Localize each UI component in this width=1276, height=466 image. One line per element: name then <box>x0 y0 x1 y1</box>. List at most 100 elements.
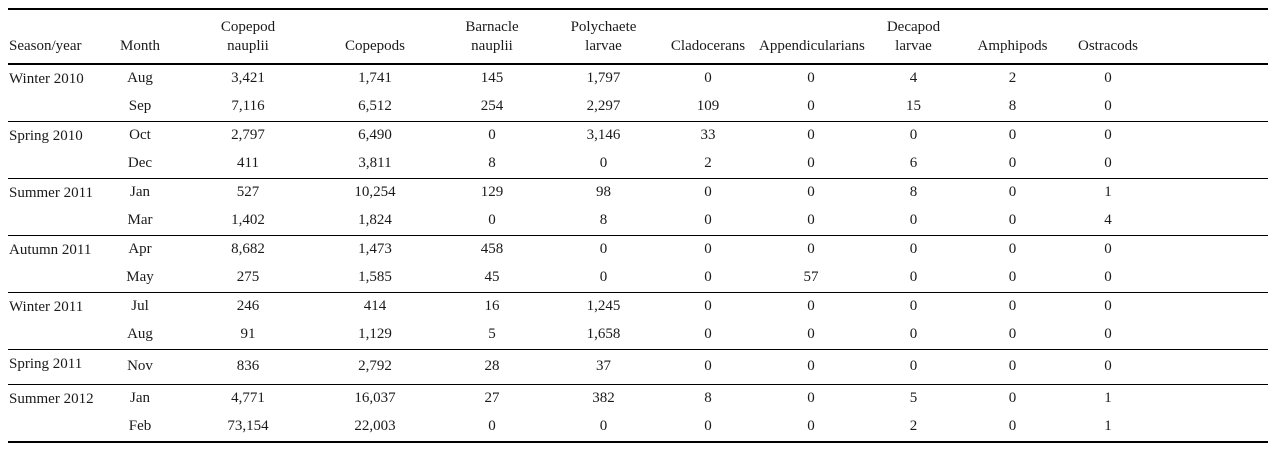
value-cell: 0 <box>863 348 964 384</box>
value-cell: 109 <box>696 98 720 115</box>
value-cell: 0 <box>759 383 863 413</box>
value-cell: 527 <box>180 177 316 207</box>
value-cell: 0 <box>434 120 550 150</box>
month-cell: Dec <box>127 155 153 172</box>
value-cell: 45 <box>484 269 500 286</box>
value-cell: 0 <box>657 348 759 384</box>
value-cell: 0 <box>599 418 608 435</box>
value-cell: 2,797 <box>180 120 316 150</box>
value-cell: 0 <box>807 326 815 343</box>
month-cell: Jan <box>100 177 180 207</box>
table-row: Spring 2011 Nov 836 2,792 28 37 0 0 0 0 0 <box>8 348 1268 384</box>
value-cell: 5 <box>488 326 496 343</box>
value-cell: 414 <box>316 291 434 321</box>
value-cell: 0 <box>807 98 815 115</box>
value-cell: 0 <box>759 348 863 384</box>
value-cell: 2 <box>964 63 1061 93</box>
value-cell: 6 <box>909 155 918 172</box>
value-cell: 1,658 <box>586 326 621 343</box>
value-cell: 129 <box>434 177 550 207</box>
value-cell: 0 <box>599 155 608 172</box>
value-cell: 0 <box>964 383 1061 413</box>
value-cell: 0 <box>704 269 712 286</box>
column-header-ostracods: Ostracods <box>1061 9 1268 65</box>
table-header: Season/year Month Copepod nauplii Copepo… <box>8 9 1268 65</box>
value-cell: 73,154 <box>227 418 269 435</box>
value-cell: 0 <box>599 269 608 286</box>
value-cell: 10,254 <box>316 177 434 207</box>
month-cell: Jan <box>100 383 180 413</box>
value-cell: 8,682 <box>180 234 316 264</box>
value-cell: 145 <box>434 63 550 93</box>
value-cell: 0 <box>550 234 657 264</box>
zooplankton-abundance-table-wrap: Season/year Month Copepod nauplii Copepo… <box>8 8 1268 443</box>
column-header-season-year: Season/year <box>8 9 100 65</box>
zooplankton-abundance-table: Season/year Month Copepod nauplii Copepo… <box>8 8 1268 443</box>
table-row: Summer 2011 Jan 527 10,254 129 98 0 0 8 0 1 <box>8 177 1268 235</box>
table-row: Autumn 2011 Apr 8,682 1,473 458 0 0 0 0 0 0 <box>8 234 1268 292</box>
column-header-polychaete-larvae: Polychaete larvae <box>550 9 657 65</box>
value-cell: 98 <box>550 177 657 207</box>
value-cell: 4 <box>1104 212 1112 229</box>
value-cell: 0 <box>1008 418 1017 435</box>
value-cell: 0 <box>759 291 863 321</box>
table-row: Aug 91 1,129 5 1,658 0 0 0 0 0 <box>8 321 1268 350</box>
value-cell: 0 <box>807 155 815 172</box>
value-cell: 2 <box>704 155 712 172</box>
month-cell: Feb <box>128 418 152 435</box>
month-cell: Nov <box>100 348 180 384</box>
season-cell: Spring 2011 <box>8 348 100 384</box>
value-cell: 0 <box>863 291 964 321</box>
value-cell: 0 <box>759 120 863 150</box>
value-cell: 1 <box>1061 177 1268 207</box>
table-row: Feb 73,154 22,003 0 0 0 0 2 0 1 <box>8 413 1268 442</box>
value-cell: 0 <box>704 212 712 229</box>
value-cell: 1,797 <box>550 63 657 93</box>
value-cell: 16 <box>434 291 550 321</box>
value-cell: 8 <box>657 383 759 413</box>
value-cell: 246 <box>180 291 316 321</box>
month-cell: Sep <box>128 98 152 115</box>
value-cell: 0 <box>964 291 1061 321</box>
value-cell: 1,402 <box>231 212 265 229</box>
column-header-copepod-nauplii: Copepod nauplii <box>180 9 316 65</box>
value-cell: 0 <box>807 212 815 229</box>
value-cell: 8 <box>488 155 496 172</box>
column-header-appendicularians: Appendicularians <box>759 9 865 65</box>
month-cell: Oct <box>100 120 180 150</box>
column-header-amphipods: Amphipods <box>964 9 1061 65</box>
value-cell: 1,824 <box>358 212 392 229</box>
season-cell: Spring 2010 <box>8 120 100 178</box>
value-cell: 1,473 <box>316 234 434 264</box>
value-cell: 2,297 <box>586 98 621 115</box>
value-cell: 3,146 <box>550 120 657 150</box>
value-cell: 0 <box>1008 155 1017 172</box>
column-header-copepods: Copepods <box>316 9 434 65</box>
value-cell: 22,003 <box>354 418 396 435</box>
table-row: Spring 2010 Oct 2,797 6,490 0 3,146 33 0 0 0 0 <box>8 120 1268 178</box>
season-cell: Summer 2011 <box>8 177 100 235</box>
month-cell: Aug <box>127 326 153 343</box>
value-cell: 0 <box>1008 212 1017 229</box>
value-cell: 1 <box>1061 383 1268 413</box>
value-cell: 0 <box>1061 348 1268 384</box>
value-cell: 8 <box>599 212 608 229</box>
value-cell: 0 <box>964 348 1061 384</box>
value-cell: 15 <box>906 98 921 115</box>
value-cell: 0 <box>759 234 863 264</box>
value-cell: 4,771 <box>180 383 316 413</box>
season-cell: Summer 2012 <box>8 383 100 442</box>
value-cell: 0 <box>759 63 863 93</box>
value-cell: 6,512 <box>358 98 392 115</box>
value-cell: 8 <box>1008 98 1017 115</box>
value-cell: 2 <box>909 418 918 435</box>
month-cell: Apr <box>100 234 180 264</box>
value-cell: 275 <box>236 269 260 286</box>
value-cell: 0 <box>909 326 918 343</box>
table-row: Sep 7,116 6,512 254 2,297 109 0 15 8 0 <box>8 93 1268 122</box>
value-cell: 3,421 <box>180 63 316 93</box>
table-row: Summer 2012 Jan 4,771 16,037 27 382 8 0 5 0 1 <box>8 383 1268 442</box>
table-row: Winter 2010 Aug 3,421 1,741 145 1,797 0 0 4 2 0 <box>8 63 1268 121</box>
value-cell: 57 <box>803 269 819 286</box>
value-cell: 0 <box>1008 326 1017 343</box>
